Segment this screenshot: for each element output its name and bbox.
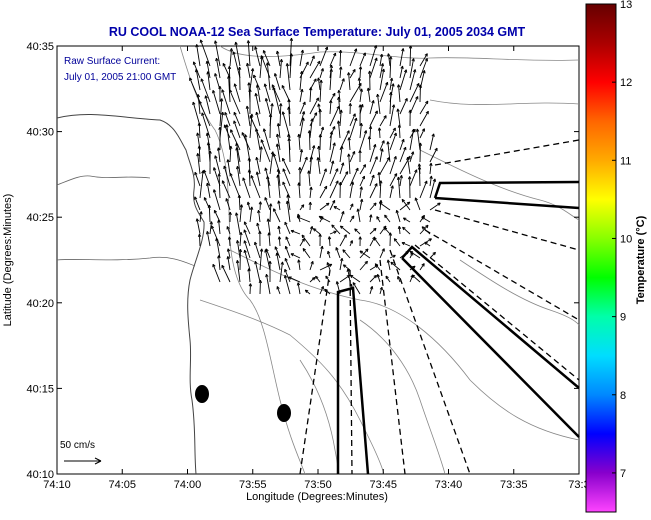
scale-label: 50 cm/s — [60, 440, 95, 451]
x-axis-label: Longitude (Degrees:Minutes) — [246, 491, 388, 503]
annotation-line-1: Raw Surface Current: — [64, 56, 160, 67]
colorbar — [586, 4, 616, 512]
marker-blob-2 — [277, 404, 291, 422]
y-tick-label: 40:20 — [26, 298, 54, 310]
colorbar-tick-label: 8 — [620, 390, 626, 402]
colorbar-tick-label: 9 — [620, 312, 626, 324]
x-tick-label: 73:35 — [500, 479, 528, 491]
colorbar-tick-label: 12 — [620, 77, 632, 89]
marker-blob-1 — [195, 385, 209, 403]
figure-title: RU COOL NOAA-12 Sea Surface Temperature:… — [109, 25, 526, 39]
y-tick-label: 40:30 — [26, 127, 54, 139]
current-vector — [410, 46, 411, 66]
x-tick-label: 74:05 — [108, 479, 136, 491]
current-vector — [270, 114, 271, 138]
colorbar-tick-label: 13 — [620, 0, 632, 11]
colorbar-tick-label: 11 — [620, 155, 631, 167]
colorbar-label: Temperature (°C) — [635, 215, 647, 304]
y-tick-label: 40:25 — [26, 212, 54, 224]
y-tick-label: 40:35 — [26, 41, 54, 53]
y-tick-label: 40:10 — [26, 469, 54, 481]
colorbar-tick-label: 10 — [620, 233, 632, 245]
y-tick-label: 40:15 — [26, 383, 54, 395]
x-tick-label: 73:55 — [239, 479, 267, 491]
x-tick-label: 74:00 — [174, 479, 202, 491]
current-vector — [419, 167, 420, 186]
colorbar-tick-label: 7 — [620, 468, 626, 480]
plot-area: Raw Surface Current: July 01, 2005 21:00… — [57, 38, 579, 474]
annotation-line-2: July 01, 2005 21:00 GMT — [64, 72, 176, 83]
x-tick-label: 73:50 — [304, 479, 332, 491]
x-tick-label: 73:40 — [435, 479, 463, 491]
x-tick-label: 73:45 — [369, 479, 397, 491]
y-axis-label: Latitude (Degrees:Minutes) — [2, 194, 14, 327]
plot-frame — [57, 46, 579, 474]
current-vector — [309, 130, 310, 150]
